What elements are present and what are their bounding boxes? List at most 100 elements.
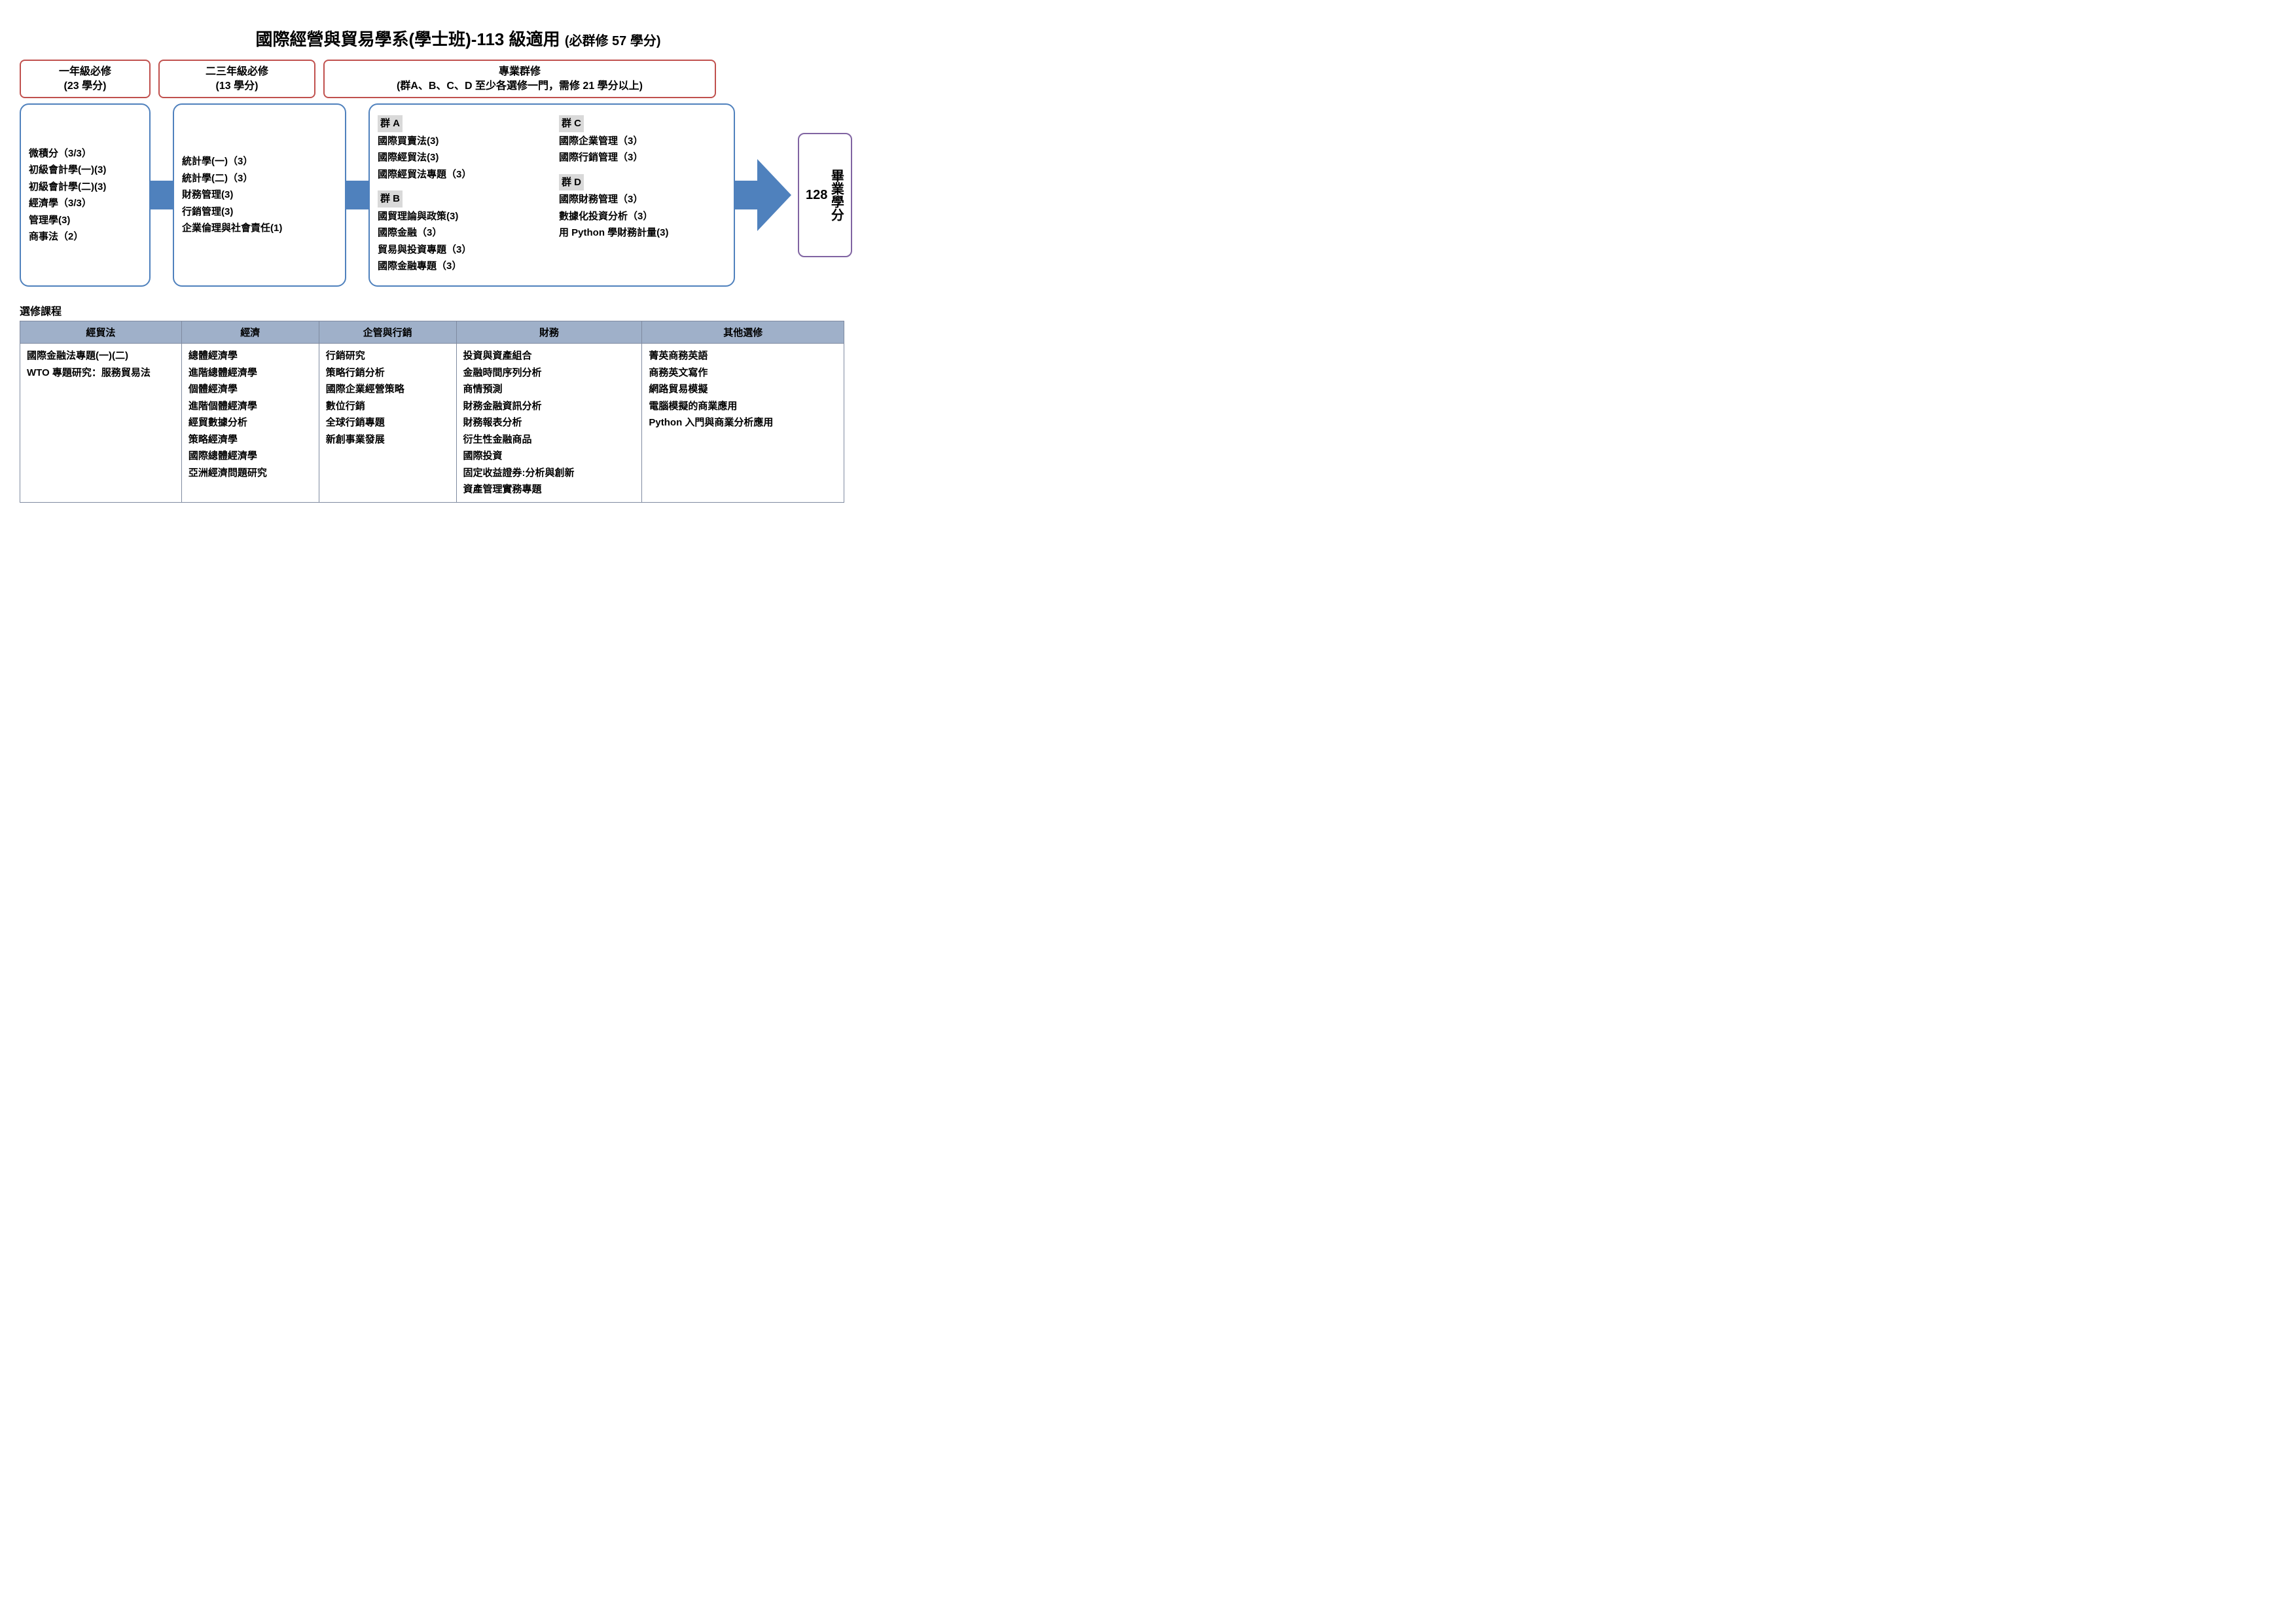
elective-item: 商務英文寫作 (649, 365, 837, 382)
course-item: 國際財務管理（3） (559, 191, 726, 208)
table-row: 國際金融法專題(一)(二)WTO 專題研究：服務貿易法總體經濟學進階總體經濟學個… (20, 344, 844, 503)
elective-item: 國際企業經營策略 (326, 381, 450, 398)
elective-item: 電腦模擬的商業應用 (649, 398, 837, 415)
electives-col-header: 經貿法 (20, 321, 182, 344)
course-item: 初級會計學(二)(3) (29, 179, 141, 196)
elective-item: 固定收益證券:分析與創新 (463, 465, 636, 482)
course-item: 用 Python 學財務計量(3) (559, 225, 726, 242)
table-cell: 國際金融法專題(一)(二)WTO 專題研究：服務貿易法 (20, 344, 182, 503)
course-item: 統計學(一)（3） (182, 153, 337, 170)
elective-item: 新創事業發展 (326, 431, 450, 448)
elective-item: 菁英商務英語 (649, 348, 837, 365)
elective-item: 個體經濟學 (188, 381, 312, 398)
header-row: 一年級必修(23 學分)二三年級必修(13 學分)專業群修(群A、B、C、D 至… (20, 60, 720, 98)
course-item: 國際行銷管理（3） (559, 149, 726, 166)
course-item: 管理學(3) (29, 212, 141, 229)
course-item: 統計學(二)（3） (182, 170, 337, 187)
course-item: 企業倫理與社會責任(1) (182, 220, 337, 237)
title-sub: (必群修 57 學分) (565, 34, 661, 48)
course-item: 商事法（2） (29, 228, 141, 245)
elective-item: 國際總體經濟學 (188, 448, 312, 465)
final-num: 128 (806, 187, 827, 204)
group-label: 群 D (559, 174, 584, 191)
arrow-stem-3 (735, 181, 757, 209)
elective-item: 總體經濟學 (188, 348, 312, 365)
elective-item: 財務金融資訊分析 (463, 398, 636, 415)
electives-title: 選修課程 (20, 302, 897, 318)
box-year23: 統計學(一)（3）統計學(二)（3）財務管理(3)行銷管理(3)企業倫理與社會責… (173, 103, 346, 287)
course-item: 國際經貿法(3) (378, 149, 545, 166)
table-cell: 行銷研究策略行銷分析國際企業經營策略數位行銷全球行銷專題新創事業發展 (319, 344, 456, 503)
header-line1: 二三年級必修 (166, 65, 308, 79)
elective-item: 行銷研究 (326, 348, 450, 365)
elective-item: 國際投資 (463, 448, 636, 465)
group-label: 群 C (559, 115, 584, 132)
elective-item: 投資與資產組合 (463, 348, 636, 365)
course-item: 數據化投資分析（3） (559, 208, 726, 225)
header-box-2: 專業群修(群A、B、C、D 至少各選修一門，需修 21 學分以上) (323, 60, 716, 98)
elective-item: 亞洲經濟問題研究 (188, 465, 312, 482)
course-item: 國際買賣法(3) (378, 133, 545, 150)
flow-row: 微積分（3/3）初級會計學(一)(3)初級會計學(二)(3)經濟學（3/3）管理… (20, 103, 897, 287)
course-item: 國際金融專題（3） (378, 258, 545, 275)
box-year1: 微積分（3/3）初級會計學(一)(3)初級會計學(二)(3)經濟學（3/3）管理… (20, 103, 151, 287)
course-item: 國貿理論與政策(3) (378, 208, 545, 225)
course-item: 國際經貿法專題（3） (378, 166, 545, 183)
group-block: 群 C國際企業管理（3）國際行銷管理（3） (559, 115, 726, 166)
course-item: 行銷管理(3) (182, 204, 337, 221)
electives-table: 經貿法經濟企管與行銷財務其他選修 國際金融法專題(一)(二)WTO 專題研究：服… (20, 321, 844, 503)
elective-item: 資產管理實務專題 (463, 481, 636, 498)
elective-item: 策略經濟學 (188, 431, 312, 448)
arrow-head (757, 159, 791, 231)
elective-item: 策略行銷分析 (326, 365, 450, 382)
groups-right: 群 C國際企業管理（3）國際行銷管理（3） 群 D國際財務管理（3）數據化投資分析… (559, 115, 726, 275)
elective-item: 數位行銷 (326, 398, 450, 415)
final-text: 畢業學分 (829, 169, 843, 221)
elective-item: 商情預測 (463, 381, 636, 398)
box-groups: 群 A國際買賣法(3)國際經貿法(3)國際經貿法專題（3） 群 B國貿理論與政策(… (368, 103, 735, 287)
course-item: 國際金融（3） (378, 225, 545, 242)
electives-col-header: 財務 (456, 321, 642, 344)
group-label: 群 B (378, 190, 403, 208)
course-item: 貿易與投資專題（3） (378, 242, 545, 259)
elective-item: 網路貿易模擬 (649, 381, 837, 398)
elective-item: 進階個體經濟學 (188, 398, 312, 415)
course-item: 初級會計學(一)(3) (29, 162, 141, 179)
course-item: 國際企業管理（3） (559, 133, 726, 150)
elective-item: 衍生性金融商品 (463, 431, 636, 448)
elective-item: 金融時間序列分析 (463, 365, 636, 382)
electives-col-header: 其他選修 (642, 321, 844, 344)
header-line2: (群A、B、C、D 至少各選修一門，需修 21 學分以上) (331, 79, 708, 94)
elective-item: 財務報表分析 (463, 414, 636, 431)
groups-left: 群 A國際買賣法(3)國際經貿法(3)國際經貿法專題（3） 群 B國貿理論與政策(… (378, 115, 545, 275)
header-line1: 專業群修 (331, 65, 708, 79)
group-block: 群 D國際財務管理（3）數據化投資分析（3）用 Python 學財務計量(3) (559, 174, 726, 242)
course-item: 經濟學（3/3） (29, 195, 141, 212)
electives-header-row: 經貿法經濟企管與行銷財務其他選修 (20, 321, 844, 344)
group-block: 群 A國際買賣法(3)國際經貿法(3)國際經貿法專題（3） (378, 115, 545, 183)
group-block: 群 B國貿理論與政策(3)國際金融（3）貿易與投資專題（3）國際金融專題（3） (378, 190, 545, 275)
elective-item: WTO 專題研究：服務貿易法 (27, 365, 175, 382)
electives-body: 國際金融法專題(一)(二)WTO 專題研究：服務貿易法總體經濟學進階總體經濟學個… (20, 344, 844, 503)
course-item: 財務管理(3) (182, 187, 337, 204)
title-main: 國際經營與貿易學系(學士班)-113 級適用 (255, 29, 560, 49)
elective-item: 全球行銷專題 (326, 414, 450, 431)
elective-item: 國際金融法專題(一)(二) (27, 348, 175, 365)
elective-item: 進階總體經濟學 (188, 365, 312, 382)
elective-item: 經貿數據分析 (188, 414, 312, 431)
header-line2: (13 學分) (166, 79, 308, 94)
elective-item: Python 入門與商業分析應用 (649, 414, 837, 431)
table-cell: 總體經濟學進階總體經濟學個體經濟學進階個體經濟學經貿數據分析策略經濟學國際總體經… (181, 344, 319, 503)
group-label: 群 A (378, 115, 403, 132)
header-line1: 一年級必修 (27, 65, 143, 79)
electives-col-header: 經濟 (181, 321, 319, 344)
arrow-stem-1 (151, 181, 173, 209)
header-box-0: 一年級必修(23 學分) (20, 60, 151, 98)
table-cell: 投資與資產組合金融時間序列分析商情預測財務金融資訊分析財務報表分析衍生性金融商品… (456, 344, 642, 503)
arrow-stem-2 (346, 181, 368, 209)
final-box: 畢業學分 128 (798, 133, 852, 257)
table-cell: 菁英商務英語商務英文寫作網路貿易模擬電腦模擬的商業應用Python 入門與商業分… (642, 344, 844, 503)
header-line2: (23 學分) (27, 79, 143, 94)
page-title: 國際經營與貿易學系(學士班)-113 級適用 (必群修 57 學分) (20, 26, 897, 50)
header-box-1: 二三年級必修(13 學分) (158, 60, 315, 98)
